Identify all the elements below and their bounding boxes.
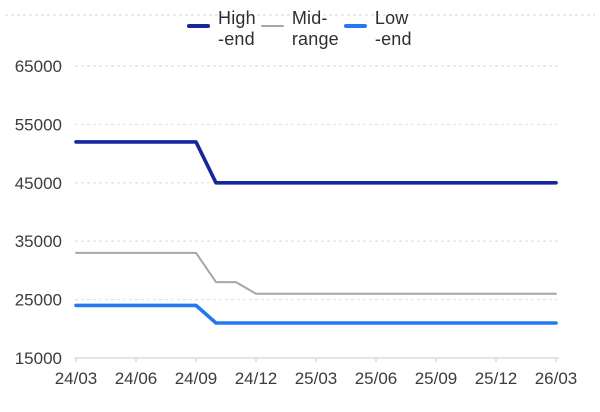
- legend-label-low-end: Low -end: [374, 8, 412, 49]
- x-axis-label: 24/03: [55, 369, 98, 388]
- legend-item-high-end[interactable]: High -end: [187, 8, 256, 50]
- legend-swatch-mid-range: [260, 25, 284, 27]
- x-axis-label: 26/03: [535, 369, 578, 388]
- y-axis-label: 35000: [15, 232, 62, 251]
- x-axis-label: 24/06: [115, 369, 158, 388]
- y-axis-label: 15000: [15, 349, 62, 368]
- legend: High -end Mid-range Low -end: [187, 8, 412, 50]
- y-axis-label: 45000: [15, 174, 62, 193]
- x-axis-label: 25/09: [415, 369, 458, 388]
- legend-item-low-end[interactable]: Low -end: [343, 8, 412, 50]
- legend-swatch-low-end: [343, 24, 367, 28]
- series-line-low-end: [74, 303, 558, 325]
- y-axis-label: 25000: [15, 291, 62, 310]
- legend-swatch-high-end: [187, 24, 210, 28]
- y-axis-label: 65000: [15, 57, 62, 76]
- x-axis-label: 24/12: [235, 369, 278, 388]
- x-axis-label: 24/09: [175, 369, 218, 388]
- legend-item-mid-range[interactable]: Mid-range: [260, 8, 339, 50]
- x-axis-label: 25/06: [355, 369, 398, 388]
- series-line-high-end: [74, 140, 558, 185]
- legend-label-high-end: High -end: [218, 8, 256, 49]
- x-axis-label: 25/12: [475, 369, 518, 388]
- series-line-mid-range: [75, 251, 557, 295]
- legend-label-mid-range: Mid-range: [291, 8, 339, 49]
- x-axis-label: 25/03: [295, 369, 338, 388]
- y-axis-label: 55000: [15, 115, 62, 134]
